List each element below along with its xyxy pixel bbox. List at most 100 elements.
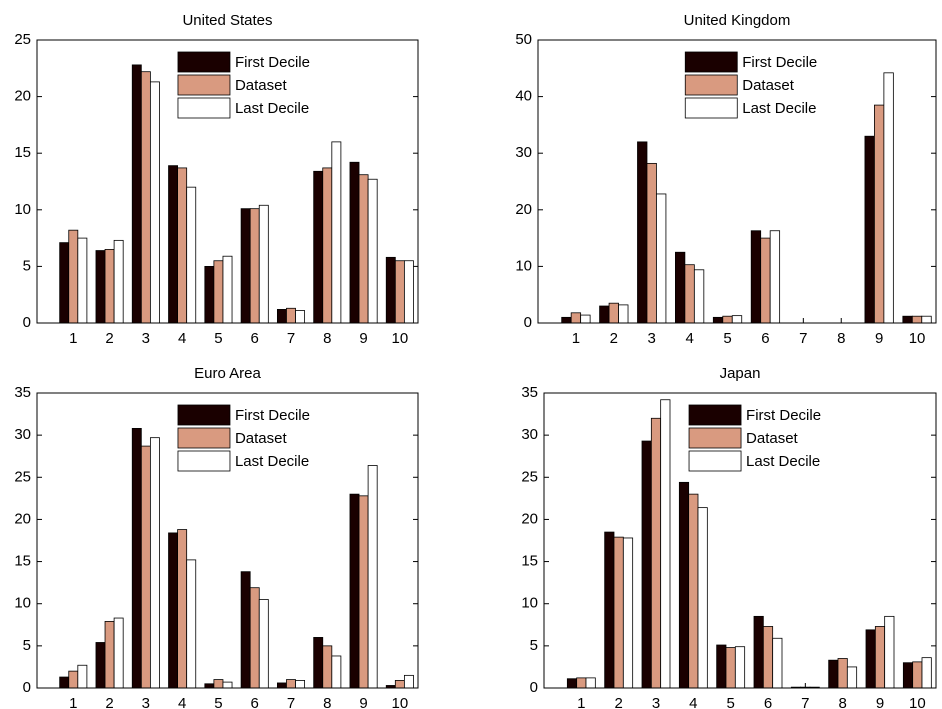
- x-tick-label: 7: [287, 695, 295, 709]
- bar: [186, 186, 197, 324]
- bar: [104, 249, 115, 324]
- bar: [750, 230, 762, 324]
- bar: [613, 536, 624, 689]
- bar: [349, 161, 360, 324]
- bar: [772, 637, 783, 689]
- x-tick-label: 10: [909, 695, 926, 709]
- bar: [837, 658, 848, 689]
- bar: [734, 646, 746, 689]
- bar: [646, 162, 657, 324]
- bar: [295, 310, 306, 324]
- bar: [697, 507, 708, 689]
- bar: [725, 647, 736, 689]
- bar: [59, 242, 70, 324]
- y-tick-label: 15: [14, 553, 31, 570]
- bar: [204, 265, 215, 324]
- bar: [349, 493, 360, 689]
- bar: [77, 237, 88, 324]
- y-tick-label: 30: [14, 426, 31, 443]
- bar: [874, 104, 885, 324]
- bar: [313, 170, 324, 324]
- y-tick-label: 20: [14, 510, 31, 527]
- y-tick-label: 20: [515, 201, 532, 218]
- bar: [585, 677, 596, 689]
- x-tick-label: 10: [392, 330, 409, 347]
- bar: [295, 680, 306, 689]
- x-tick-label: 1: [572, 330, 580, 347]
- y-tick-label: 15: [14, 144, 31, 161]
- bar: [240, 571, 251, 689]
- x-tick-label: 1: [577, 695, 585, 709]
- legend-swatch: [684, 51, 738, 73]
- bar: [883, 72, 894, 324]
- legend-swatch: [177, 450, 231, 472]
- bar: [104, 621, 115, 689]
- bar: [722, 315, 733, 324]
- x-tick-label: 10: [909, 330, 926, 347]
- bar: [258, 204, 269, 324]
- legend-label: Dataset: [235, 77, 288, 94]
- bar: [113, 617, 124, 689]
- bar: [149, 81, 160, 324]
- bar: [95, 642, 106, 689]
- y-tick-label: 10: [515, 257, 532, 274]
- chart-title: United States: [182, 12, 272, 29]
- bar: [276, 682, 287, 689]
- bar: [678, 481, 690, 689]
- bar: [367, 178, 378, 324]
- bar: [258, 599, 269, 689]
- bar: [131, 427, 142, 689]
- x-tick-label: 6: [251, 330, 259, 347]
- bar: [716, 644, 727, 689]
- legend-label: Dataset: [746, 430, 799, 447]
- legend-label: Last Decile: [235, 453, 309, 470]
- bar: [331, 141, 342, 324]
- bar: [394, 680, 405, 689]
- bar: [921, 315, 932, 324]
- y-tick-label: 10: [521, 595, 538, 612]
- bar: [650, 417, 662, 689]
- bar: [753, 615, 764, 689]
- y-tick-label: 25: [14, 31, 31, 48]
- legend-label: Last Decile: [746, 453, 820, 470]
- bar: [322, 645, 333, 689]
- chart-title: Japan: [720, 365, 761, 382]
- bar: [684, 264, 695, 324]
- x-tick-label: 1: [69, 695, 77, 709]
- legend-swatch: [688, 404, 742, 426]
- bar: [186, 559, 197, 689]
- y-tick-label: 5: [23, 637, 31, 654]
- bar: [769, 230, 781, 324]
- bar: [656, 193, 667, 324]
- bar: [599, 305, 610, 324]
- bar: [177, 167, 188, 324]
- x-tick-label: 2: [105, 330, 113, 347]
- bar: [276, 309, 287, 324]
- x-tick-label: 8: [323, 695, 331, 709]
- x-tick-label: 2: [105, 695, 113, 709]
- plot-frame: [537, 39, 937, 324]
- bar: [641, 440, 652, 689]
- bar: [140, 71, 151, 324]
- y-tick-label: 30: [515, 144, 532, 161]
- bar: [580, 314, 591, 324]
- bar: [604, 531, 615, 689]
- bar: [168, 165, 179, 324]
- bar: [865, 629, 876, 689]
- chart-title: Euro Area: [194, 365, 261, 382]
- x-tick-label: 2: [614, 695, 622, 709]
- bar: [675, 251, 686, 324]
- bar: [249, 208, 260, 324]
- x-tick-label: 6: [251, 695, 259, 709]
- y-tick-label: 25: [14, 468, 31, 485]
- x-tick-label: 9: [359, 695, 367, 709]
- y-tick-label: 30: [521, 426, 538, 443]
- bar: [394, 260, 405, 324]
- legend-label: Last Decile: [235, 100, 309, 117]
- legend-swatch: [688, 450, 742, 472]
- bar: [762, 626, 774, 689]
- bar: [921, 657, 932, 689]
- bar: [911, 315, 923, 324]
- bar: [213, 679, 224, 689]
